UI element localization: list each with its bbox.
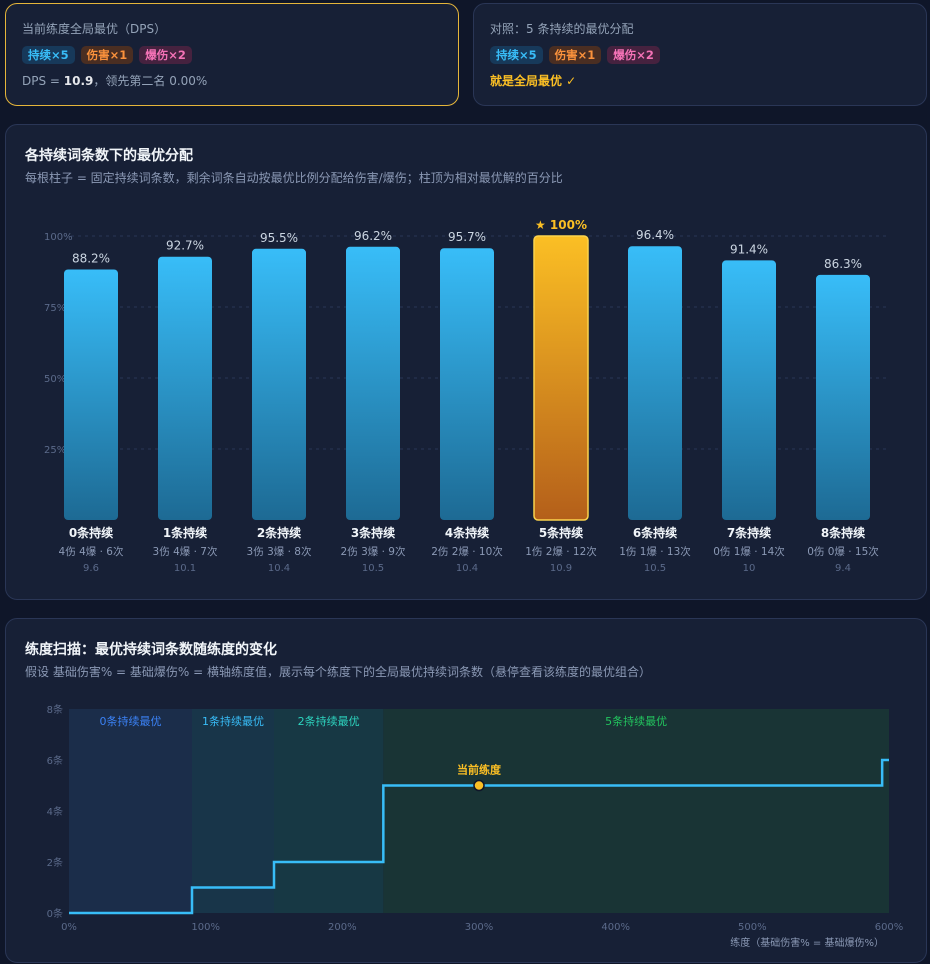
bar-value-label: 95.7% <box>448 230 486 244</box>
bar <box>628 246 682 520</box>
bar <box>158 256 212 520</box>
x-tick-label: 300% <box>465 922 494 933</box>
optimal-region <box>383 709 889 913</box>
dps-value: 10.9 <box>63 74 94 88</box>
bar <box>816 274 870 520</box>
current-proficiency-label: 当前练度 <box>457 763 502 777</box>
bars-panel-subtitle: 每根柱子 = 固定持续词条数，剩余词条自动按最优比例分配给伤害/爆伤；柱顶为相对… <box>25 171 563 185</box>
y-tick-label: 2条 <box>47 856 63 869</box>
bar-value-label: ★ 100% <box>535 218 587 232</box>
x-tick-label: 400% <box>601 922 630 933</box>
allocation-label: 0伤 0爆 · 15次 <box>807 545 879 558</box>
chip-crit-damage: 爆伤×2 <box>139 46 192 64</box>
optimal-allocation-panel: 各持续词条数下的最优分配 每根柱子 = 固定持续词条数，剩余词条自动按最优比例分… <box>5 124 927 600</box>
bars-panel-title: 各持续词条数下的最优分配 <box>25 148 193 164</box>
allocation-label: 3伤 3爆 · 8次 <box>247 545 312 558</box>
y-tick-label: 25% <box>44 445 66 456</box>
compare-card: 对照：5 条持续的最优分配 持续×5 伤害×1 爆伤×2 就是全局最优 ✓ <box>473 3 927 106</box>
region-label: 1条持续最优 <box>202 714 264 728</box>
x-tick-label: 100% <box>191 922 220 933</box>
sweep-step-chart[interactable]: 0条持续最优 1条持续最优 2条持续最优 5条持续最优 0条 2条 4条 6条 8条 0% 100%… <box>6 619 928 964</box>
dps-label: 10 <box>743 563 756 574</box>
x-tick-label: 0% <box>61 922 77 933</box>
allocation-label: 4伤 4爆 · 6次 <box>59 545 124 558</box>
sweep-panel-subtitle: 假设 基础伤害% = 基础爆伤% = 横轴练度值，展示每个练度下的全局最优持续词… <box>25 665 651 679</box>
current-proficiency-marker <box>473 779 485 792</box>
optimal-region <box>192 709 274 913</box>
x-axis-label: 练度（基础伤害% = 基础爆伤%） <box>730 936 884 949</box>
x-tick-label: 200% <box>328 922 357 933</box>
dps-label: 10.4 <box>456 563 478 574</box>
dps-label: 10.5 <box>362 563 384 574</box>
chip-damage: 伤害×1 <box>80 46 134 64</box>
bar-value-label: 95.5% <box>260 231 298 245</box>
optimal-count-step-line <box>69 758 889 915</box>
compare-verdict: 就是全局最优 ✓ <box>490 74 577 88</box>
chip-sustain: 持续×5 <box>490 46 543 64</box>
y-tick-label: 0条 <box>47 907 63 920</box>
y-tick-label: 8条 <box>47 703 63 716</box>
dps-label: 9.6 <box>83 563 99 574</box>
dps-prefix: DPS = <box>22 74 64 88</box>
dps-label: 10.4 <box>268 563 290 574</box>
chip-crit-damage: 爆伤×2 <box>607 46 660 64</box>
allocation-label: 3伤 4爆 · 7次 <box>153 545 218 558</box>
allocation-label: 0伤 1爆 · 14次 <box>713 545 785 558</box>
x-tick-label: 500% <box>738 922 767 933</box>
optimal-region <box>274 709 384 913</box>
y-tick-label: 50% <box>44 374 66 385</box>
bar-value-label: 86.3% <box>824 257 862 271</box>
category-label: 3条持续 <box>351 525 395 540</box>
dps-label: 10.9 <box>550 563 572 574</box>
dps-label: 10.5 <box>644 563 666 574</box>
compare-chips: 持续×5 伤害×1 爆伤×2 <box>490 46 660 64</box>
bar <box>722 260 776 520</box>
current-chips: 持续×5 伤害×1 爆伤×2 <box>22 46 192 64</box>
allocation-label: 2伤 2爆 · 10次 <box>431 545 503 558</box>
dps-label: 9.4 <box>835 563 851 574</box>
bar <box>440 248 494 520</box>
category-label: 5条持续 <box>539 525 583 540</box>
category-label: 4条持续 <box>445 525 489 540</box>
x-tick-label: 600% <box>875 922 904 933</box>
current-optimum-title: 当前练度全局最优（DPS） <box>22 22 167 36</box>
optimal-region <box>69 709 192 913</box>
region-label: 2条持续最优 <box>298 714 360 728</box>
bar-value-label: 91.4% <box>730 242 768 256</box>
dps-summary: DPS = 10.9，领先第二名 0.00% <box>22 72 207 89</box>
category-label: 8条持续 <box>821 525 865 540</box>
current-optimum-card: 当前练度全局最优（DPS） 持续×5 伤害×1 爆伤×2 DPS = 10.9，… <box>5 3 459 106</box>
allocation-label: 2伤 3爆 · 9次 <box>341 545 406 558</box>
allocation-label: 1伤 1爆 · 13次 <box>619 545 691 558</box>
bar-value-label: 88.2% <box>72 252 110 266</box>
compare-title: 对照：5 条持续的最优分配 <box>490 22 634 36</box>
category-label: 2条持续 <box>257 525 301 540</box>
bar-value-label: 92.7% <box>166 239 204 253</box>
chip-damage: 伤害×1 <box>548 46 602 64</box>
y-tick-label: 4条 <box>47 805 63 818</box>
bar <box>252 248 306 520</box>
y-tick-label: 75% <box>44 303 66 314</box>
region-label: 0条持续最优 <box>100 714 162 728</box>
bar-value-label: 96.2% <box>354 229 392 243</box>
proficiency-sweep-panel: 练度扫描：最优持续词条数随练度的变化 假设 基础伤害% = 基础爆伤% = 横轴… <box>5 618 927 963</box>
category-label: 7条持续 <box>727 525 771 540</box>
bar <box>346 246 400 520</box>
dps-suffix: ，领先第二名 0.00% <box>93 74 208 88</box>
y-tick-label: 6条 <box>47 754 63 767</box>
category-label: 6条持续 <box>633 525 677 540</box>
y-tick-label: 100% <box>44 232 73 243</box>
allocation-label: 1伤 2爆 · 12次 <box>525 545 597 558</box>
dps-label: 10.1 <box>174 563 196 574</box>
bar <box>533 235 589 521</box>
bar-value-label: 96.4% <box>636 228 674 242</box>
chip-sustain: 持续×5 <box>22 46 75 64</box>
sweep-panel-title: 练度扫描：最优持续词条数随练度的变化 <box>25 642 277 658</box>
category-label: 1条持续 <box>163 525 207 540</box>
category-label: 0条持续 <box>69 525 113 540</box>
bar <box>64 269 118 520</box>
bar-chart: 100% 75% 50% 25% 88.2% 0条持续 4伤 4爆 · 6次 9.6 92.7%… <box>44 218 888 574</box>
region-label: 5条持续最优 <box>605 714 667 728</box>
